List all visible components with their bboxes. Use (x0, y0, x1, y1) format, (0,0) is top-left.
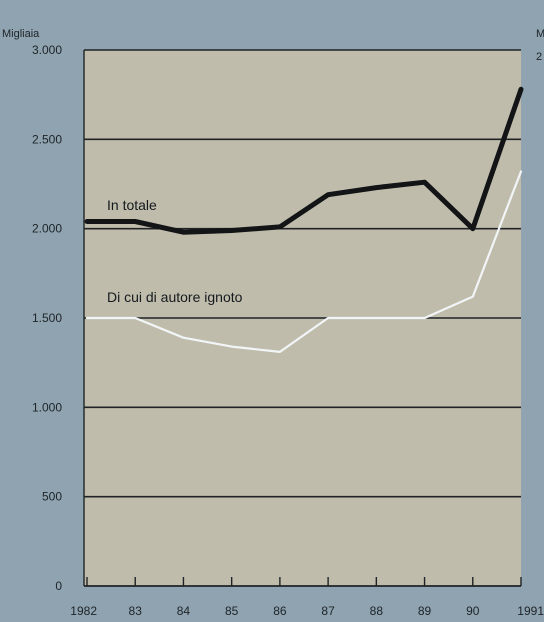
right-axis-tick-fragment: 2 (536, 51, 542, 63)
right-axis-unit-fragment: M (536, 28, 544, 40)
series-label-totale: In totale (107, 197, 157, 213)
x-tick-label: 88 (370, 604, 384, 618)
y-axis-ticks: 0 500 1.000 1.500 2.000 2.500 3.000 (32, 43, 62, 593)
y-tick-label: 2.000 (32, 222, 62, 236)
x-tick-label: 1982 (70, 604, 97, 618)
y-tick-label: 3.000 (32, 43, 62, 57)
y-tick-label: 2.500 (32, 132, 62, 146)
series-line-1 (85, 170, 523, 353)
x-tick-label: 85 (225, 604, 239, 618)
x-tick-label: 89 (418, 604, 432, 618)
y-tick-label: 500 (42, 490, 62, 504)
y-axis-unit-label: Migliaia (2, 28, 40, 40)
x-axis-ticks: 1982 83 84 85 86 87 88 89 90 1991 (70, 577, 544, 618)
y-tick-label: 0 (55, 579, 62, 593)
x-tick-label: 83 (129, 604, 143, 618)
y-tick-label: 1.500 (32, 311, 62, 325)
x-tick-label: 84 (177, 604, 191, 618)
x-tick-label: 90 (466, 604, 480, 618)
x-tick-label: 1991 (517, 604, 544, 618)
y-tick-label: 1.000 (32, 400, 62, 414)
x-tick-label: 86 (273, 604, 287, 618)
series-lines (84, 86, 524, 353)
x-tick-label: 87 (321, 604, 335, 618)
series-line-0 (84, 86, 524, 235)
series-label-autore-ignoto: Di cui di autore ignoto (107, 289, 243, 305)
